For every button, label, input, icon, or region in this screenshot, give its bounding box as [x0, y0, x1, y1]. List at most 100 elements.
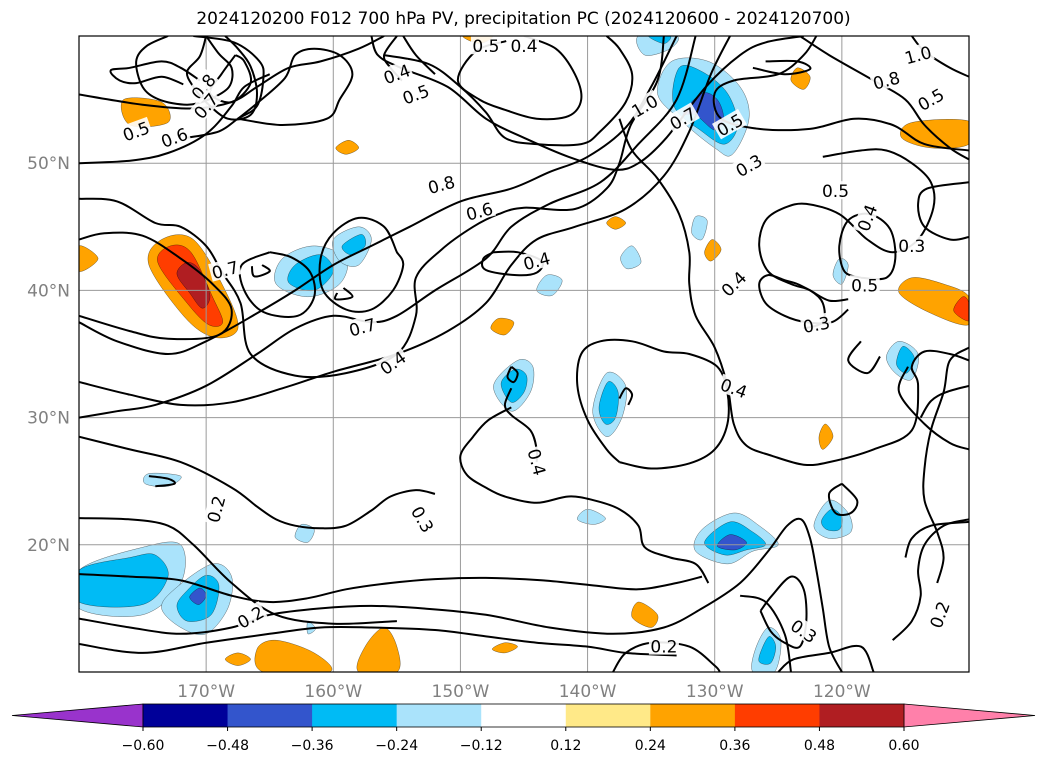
contour-label: 1.0	[901, 41, 935, 69]
contour-label-text: 0.4	[523, 447, 549, 478]
pv-contour-line	[891, 518, 969, 641]
colorbar-tick-label: 0.36	[719, 738, 750, 754]
pv-contour-line	[917, 181, 969, 241]
contour-label-text: 0.2	[204, 494, 230, 525]
precip-shaded-region	[335, 140, 359, 155]
precip-shaded-region	[79, 553, 169, 608]
contour-label: 0.5	[820, 181, 851, 202]
contour-label-text: 0.8	[871, 68, 902, 94]
pv-contour-line	[922, 346, 969, 584]
colorbar-swatch	[143, 704, 229, 727]
axis-labels: 170°W 160°W 150°W 140°W 130°W 120°W 20°N 30°N 40…	[27, 154, 871, 702]
pv-contour-line	[481, 250, 544, 277]
colorbar-tick-label: 0.48	[804, 738, 835, 754]
pv-contour-line	[250, 264, 271, 278]
contour-label: 0.4	[519, 247, 554, 275]
colorbar-tick-label: 0.12	[550, 738, 581, 754]
pv-contour-line	[79, 517, 397, 625]
contour-label: 0.3	[406, 501, 439, 537]
pv-contour-line	[79, 231, 233, 341]
x-tick-label: 140°W	[559, 682, 617, 702]
chart-title: 2024120200 F012 700 hPa PV, precipitatio…	[196, 9, 851, 29]
contour-label-text: 0.3	[733, 151, 766, 182]
contour-label-text: 0.4	[718, 268, 751, 301]
precip-shaded-region	[691, 215, 708, 241]
pv-contour-line	[318, 216, 405, 313]
pv-contour-line	[618, 387, 634, 406]
contour-label: 0.5	[849, 275, 880, 296]
precip-shaded-region	[490, 317, 515, 336]
colorbar-tick-label: 0.24	[635, 738, 666, 754]
colorbar-swatch	[819, 704, 905, 727]
contour-label: 0.3	[731, 149, 766, 182]
graticule	[79, 36, 969, 672]
contour-label: 0.7	[208, 256, 242, 284]
pv-contour-line	[456, 36, 583, 121]
contour-label-text: 0.8	[426, 173, 457, 199]
precip-shaded-region	[577, 508, 606, 525]
pv-contour-line	[402, 36, 436, 75]
pv-contour-line	[506, 365, 519, 384]
pv-contour-line	[79, 36, 665, 379]
colorbar-tick-label: −0.12	[460, 738, 503, 754]
contour-label: 0.4	[509, 36, 539, 57]
pv-contour-line	[904, 520, 969, 558]
y-tick-label: 30°N	[27, 409, 70, 429]
contour-label: 0.8	[869, 66, 903, 95]
colorbar-outline	[142, 703, 905, 728]
colorbar-swatch	[650, 704, 736, 727]
precip-shaded-region	[631, 601, 659, 628]
contour-label: 0.2	[648, 636, 679, 658]
precip-shaded-region	[189, 587, 207, 605]
precip-shaded-region	[491, 642, 518, 654]
pv-contour-line	[575, 338, 730, 470]
colorbar-extend-min	[11, 703, 144, 728]
x-tick-label: 120°W	[813, 682, 871, 702]
x-tick-label: 130°W	[686, 682, 744, 702]
colorbar-tick-label: −0.24	[375, 738, 418, 754]
contour-label: 0.2	[202, 492, 230, 526]
contour-label: 0.3	[896, 235, 927, 257]
precip-shaded-region	[717, 534, 747, 551]
contour-label: 0.2	[232, 601, 268, 634]
pv-contour-line	[79, 625, 677, 657]
pv-contour-line	[459, 406, 710, 584]
precip-shaded-region	[620, 245, 642, 270]
contour-label: 0.4	[523, 445, 551, 479]
precip-shaded-region	[953, 296, 969, 322]
pv-contour-line	[752, 59, 812, 76]
precip-shaded-region	[120, 97, 171, 128]
contour-label-text: 0.5	[915, 85, 948, 116]
contour-label: 0.5	[912, 83, 948, 116]
colorbar-swatch	[227, 704, 313, 727]
colorbar-swatch	[565, 704, 651, 727]
colorbar-tick-label: −0.36	[291, 738, 334, 754]
pv-contour-line	[79, 36, 731, 407]
pv-contour-line	[208, 54, 253, 104]
colorbar-tick-label: 0.60	[888, 738, 919, 754]
pv-contour-line	[333, 287, 354, 301]
contour-label-text: 0.4	[510, 37, 537, 57]
pv-contour-line	[237, 47, 354, 126]
pv-contour-line	[109, 60, 201, 86]
precip-shaded-region	[598, 381, 619, 425]
pv-contour-line	[777, 644, 875, 672]
contour-label-text: 0.4	[521, 249, 552, 275]
y-tick-label: 20°N	[27, 536, 70, 556]
contour-label-text: 0.3	[406, 503, 437, 536]
contour-label-text: 0.4	[377, 348, 411, 380]
precip-shaded-region	[758, 636, 776, 665]
pv-contour-line	[79, 435, 436, 530]
contour-label: 0.4	[379, 59, 414, 89]
contour-label: 0.8	[424, 171, 458, 199]
contour-label-text: 0.3	[786, 616, 820, 648]
precip-shaded-region	[898, 277, 969, 326]
x-tick-label: 170°W	[177, 682, 235, 702]
x-tick-label: 160°W	[304, 682, 362, 702]
pv-contour-line	[79, 36, 697, 419]
x-tick-label: 150°W	[432, 682, 490, 702]
pv-contour-line	[186, 36, 265, 139]
pv-contour-line	[827, 482, 859, 516]
contour-label-text: 0.5	[851, 276, 878, 296]
